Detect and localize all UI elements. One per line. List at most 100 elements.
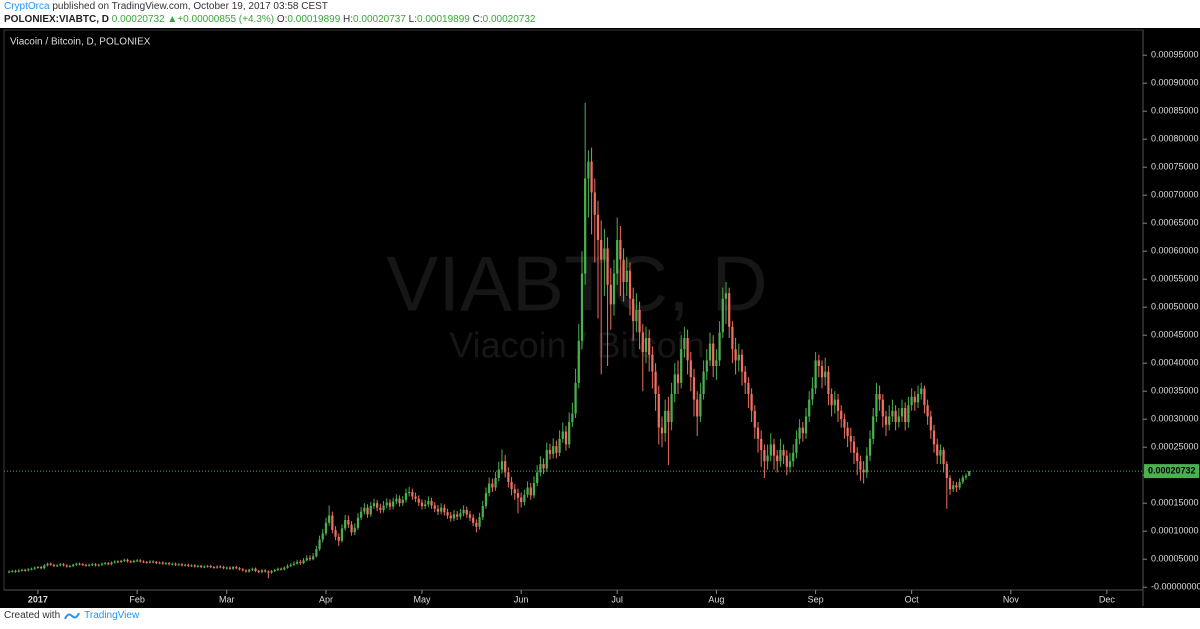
- candle-body: [728, 293, 731, 327]
- candle-body: [507, 472, 510, 482]
- candle-body: [811, 388, 814, 400]
- candle-body: [964, 475, 968, 478]
- candle-body: [187, 564, 190, 566]
- candle-body: [910, 396, 913, 406]
- candle-body: [433, 505, 436, 509]
- candle-body: [142, 561, 145, 563]
- candle-body: [756, 427, 760, 439]
- candle-body: [590, 161, 593, 193]
- candle-body: [264, 570, 267, 572]
- candle-body: [808, 399, 811, 417]
- candle-body: [260, 570, 264, 573]
- y-tick-label: 0.00005000: [1151, 554, 1199, 564]
- candle-body: [171, 563, 174, 565]
- candle-body: [676, 374, 680, 383]
- candle-body: [270, 570, 273, 573]
- candle-body: [353, 527, 356, 533]
- candle-body: [116, 561, 120, 563]
- candle-body: [763, 450, 766, 462]
- y-tick-label: 0.00075000: [1151, 162, 1199, 172]
- candle-body: [161, 562, 164, 564]
- candle-body: [574, 382, 577, 414]
- candle-body: [241, 569, 244, 571]
- candle-body: [40, 567, 43, 569]
- candle-body: [206, 565, 209, 567]
- candle-body: [88, 564, 91, 566]
- candle-body: [820, 366, 824, 378]
- candle-body: [472, 517, 475, 523]
- candle-body: [603, 248, 606, 260]
- candle-body: [232, 567, 235, 569]
- candle-body: [331, 515, 334, 531]
- author[interactable]: CryptOrca: [4, 1, 50, 12]
- candle-body: [670, 394, 673, 422]
- x-tick-label: Apr: [319, 594, 333, 604]
- candle-body: [500, 461, 504, 470]
- candle-body: [481, 506, 484, 518]
- candle-body: [299, 562, 302, 564]
- candle-body: [369, 506, 372, 515]
- candle-body: [657, 394, 660, 428]
- candle-body: [641, 332, 644, 352]
- candle-body: [456, 514, 459, 517]
- y-tick-label: 0.00065000: [1151, 218, 1199, 228]
- candle-body: [11, 570, 14, 572]
- candle-body: [721, 298, 724, 333]
- candle-body: [900, 408, 904, 417]
- candle-body: [123, 559, 126, 561]
- candle-body: [542, 464, 545, 469]
- candle-body: [126, 559, 129, 562]
- candle-body: [625, 270, 628, 282]
- candle-body: [718, 332, 721, 361]
- candle-body: [651, 354, 654, 372]
- candle-body: [200, 565, 203, 568]
- candle-body: [846, 427, 849, 436]
- ohlc-line: POLONIEX:VIABTC, D 0.00020732 ▲+0.000008…: [4, 13, 535, 26]
- candle-body: [148, 561, 152, 563]
- candle-body: [552, 446, 555, 454]
- x-tick-label: Dec: [1099, 594, 1116, 604]
- candle-body: [497, 469, 500, 478]
- candle-body: [110, 562, 113, 565]
- candle-body: [494, 478, 497, 488]
- candle-body: [932, 430, 936, 445]
- y-tick-label: 0.00025000: [1151, 442, 1199, 452]
- candle-body: [388, 502, 392, 507]
- candle-body: [312, 556, 315, 560]
- candle-body: [884, 416, 888, 425]
- x-tick-label: Nov: [1003, 594, 1020, 604]
- candle-body: [193, 565, 196, 567]
- candle-body: [17, 570, 20, 572]
- candle-body: [459, 513, 462, 517]
- candle-body: [132, 560, 136, 562]
- candle-body: [667, 410, 670, 422]
- candle-body: [622, 259, 625, 282]
- candle-body: [468, 514, 472, 518]
- candle-body: [788, 461, 792, 467]
- x-tick-label: 2017: [28, 594, 48, 604]
- candle-body: [385, 502, 388, 506]
- candle-body: [398, 498, 401, 504]
- candle-body: [520, 497, 523, 503]
- candle-body: [635, 310, 638, 322]
- candle-body: [868, 438, 872, 456]
- brand[interactable]: TradingView: [84, 610, 140, 621]
- y-tick-label: 0.00035000: [1151, 386, 1199, 396]
- candle-body: [664, 410, 667, 434]
- candle-body: [958, 481, 961, 488]
- candle-body: [318, 539, 321, 550]
- candle-body: [292, 563, 296, 565]
- candle-body: [875, 394, 878, 417]
- candle-body: [152, 561, 155, 563]
- candle-body: [936, 444, 939, 456]
- candle-body: [894, 410, 897, 422]
- candle-body: [440, 507, 443, 512]
- candle-body: [62, 564, 65, 566]
- candle-body: [427, 500, 430, 505]
- candle-body: [350, 524, 353, 533]
- candle-body: [465, 509, 468, 515]
- candle-body: [443, 507, 446, 513]
- candle-body: [462, 509, 465, 514]
- candle-body: [577, 340, 580, 383]
- candle-body: [660, 427, 664, 434]
